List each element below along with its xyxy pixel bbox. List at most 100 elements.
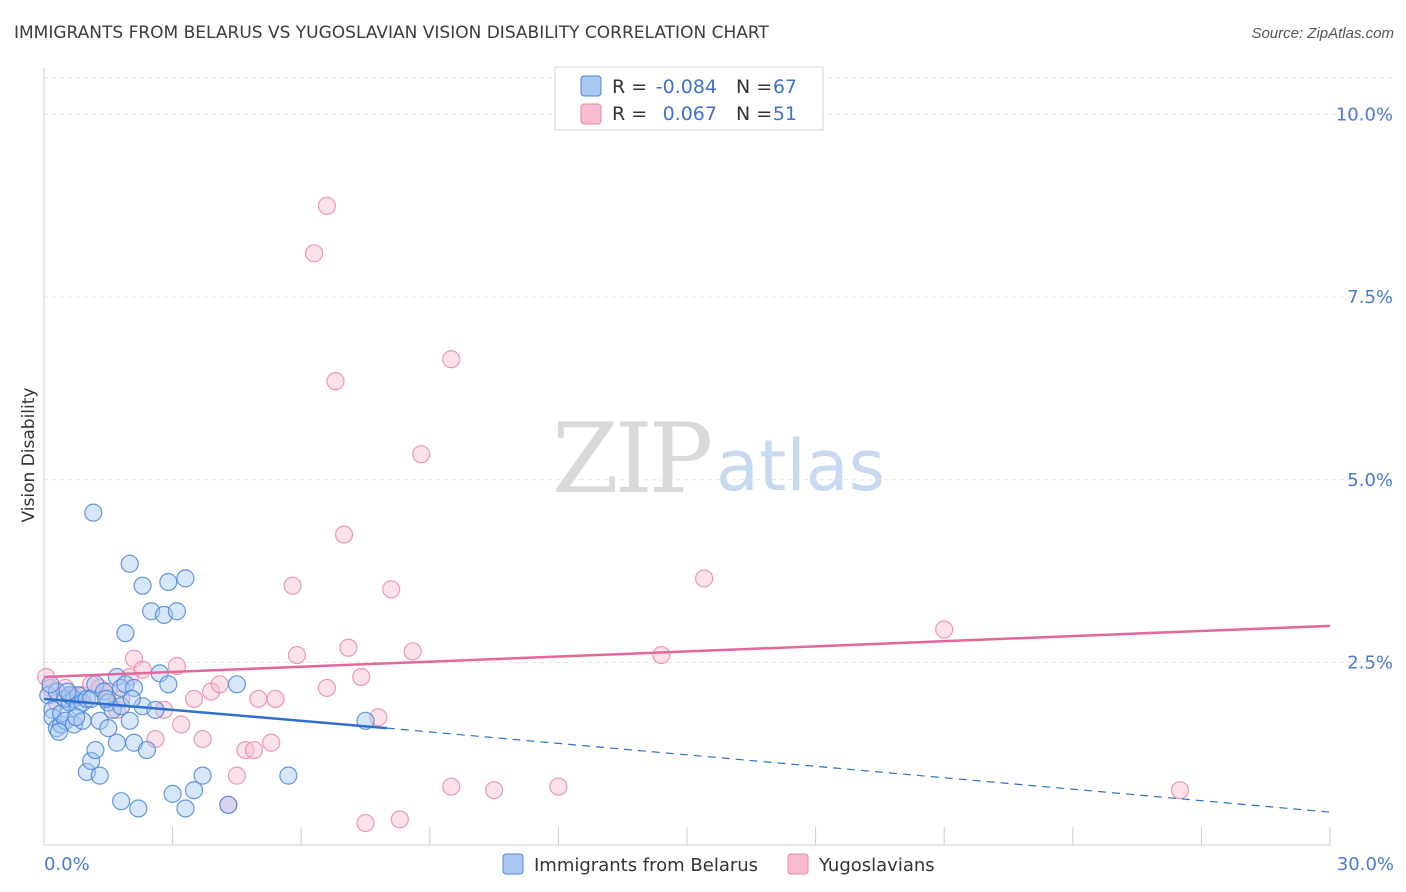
belarus-point-31 — [112, 792, 131, 811]
y-axis-label: Vision Disability — [19, 388, 39, 523]
yugoslavians-point-43 — [412, 445, 431, 464]
watermark-zip: ZIP — [552, 403, 711, 515]
yugoslavians-point-29 — [283, 576, 302, 595]
y-tick-label-3: 10.0% — [1336, 105, 1393, 126]
belarus-point-37 — [120, 711, 139, 730]
belarus-point-42 — [133, 576, 152, 595]
belarus-point-39 — [124, 678, 144, 698]
yugoslavians-point-36 — [339, 638, 358, 657]
belarus-point-58 — [279, 766, 298, 785]
belarus-point-56 — [219, 795, 238, 814]
belarus-point-43 — [137, 740, 156, 760]
yugoslavians-point-25 — [244, 740, 264, 760]
belarus-point-26 — [99, 719, 118, 738]
yugoslavians-point-40 — [382, 580, 401, 599]
yugoslavians-point-27 — [262, 733, 281, 752]
yugoslavians-point-35 — [334, 525, 354, 544]
legend-r-label-belarus: R = — [612, 76, 647, 98]
series-legend-swatch-belarus — [502, 853, 524, 875]
x-tick-label-min: 0.0% — [44, 854, 90, 875]
belarus-point-55 — [193, 766, 212, 785]
yugoslavians-point-18 — [184, 689, 204, 709]
yugoslavians-point-28 — [266, 689, 285, 709]
series-yugoslavians-points — [37, 196, 1190, 833]
belarus-trend-line — [43, 697, 388, 730]
legend-swatch-yugoslavians — [580, 103, 602, 125]
belarus-trend-extension — [386, 727, 1331, 813]
yugoslavians-point-16 — [167, 656, 186, 676]
belarus-point-53 — [176, 799, 195, 818]
yugoslavians-point-47 — [549, 777, 568, 796]
yugoslavians-trend-line — [43, 624, 1331, 679]
legend-r-value-belarus: -0.084 — [656, 76, 717, 98]
yugoslavians-point-26 — [249, 689, 268, 709]
chart-title: IMMIGRANTS FROM BELARUS VS YUGOSLAVIAN V… — [14, 23, 769, 43]
chart-source: Source: ZipAtlas.com — [1251, 25, 1394, 42]
belarus-point-57 — [227, 675, 246, 694]
watermark: ZIP atlas — [552, 403, 885, 515]
series-legend-label-yugoslavians: Yugoslavians — [818, 855, 935, 876]
belarus-point-50 — [163, 784, 182, 803]
legend-r-value-yugoslavians: 0.067 — [663, 103, 717, 125]
legend-n-value-yugoslavians: 51 — [773, 103, 797, 125]
yugoslavians-point-38 — [356, 813, 375, 833]
gridlines — [44, 77, 1392, 663]
yugoslavians-point-34 — [326, 372, 345, 391]
belarus-point-63 — [58, 682, 77, 701]
belarus-point-49 — [159, 675, 178, 694]
belarus-point-19 — [82, 751, 101, 771]
yugoslavians-point-13 — [133, 660, 152, 679]
belarus-point-36 — [120, 554, 139, 573]
belarus-point-60 — [84, 503, 103, 522]
legend-swatch-belarus — [580, 75, 602, 97]
belarus-point-21 — [86, 740, 105, 760]
legend-n-label-yugoslavians: N = — [736, 103, 772, 125]
y-tick-label-1: 5.0% — [1347, 470, 1393, 491]
belarus-point-51 — [167, 602, 186, 621]
belarus-point-54 — [184, 781, 204, 800]
yugoslavians-point-21 — [210, 675, 229, 694]
yugoslavians-point-32 — [317, 678, 337, 698]
yugoslavians-point-42 — [403, 642, 422, 661]
y-tick-labels: 2.5% 5.0% 7.5% 10.0% — [1336, 105, 1393, 674]
legend-r-label-yugoslavians: R = — [612, 103, 647, 125]
yugoslavians-point-45 — [442, 350, 461, 369]
yugoslavians-point-50 — [935, 620, 954, 639]
belarus-point-61 — [41, 675, 60, 694]
yugoslavians-point-41 — [390, 810, 409, 829]
series-legend-swatch-yugoslavians — [787, 853, 809, 875]
yugoslavians-point-44 — [442, 777, 461, 796]
y-tick-label-0: 2.5% — [1347, 652, 1393, 673]
yugoslavians-point-51 — [1170, 781, 1190, 800]
legend-n-value-belarus: 67 — [773, 76, 797, 98]
legend-n-label-belarus: N = — [736, 76, 772, 98]
series-legend-label-belarus: Immigrants from Belarus — [534, 855, 758, 876]
belarus-point-29 — [107, 733, 126, 752]
y-tick-label-2: 7.5% — [1347, 287, 1393, 308]
yugoslavians-point-30 — [287, 645, 307, 665]
trend-lines — [43, 624, 1331, 813]
yugoslavians-point-37 — [352, 667, 371, 687]
belarus-point-40 — [129, 799, 148, 818]
yugoslavians-point-31 — [304, 244, 324, 263]
yugoslavians-point-23 — [227, 766, 246, 785]
correlation-legend: R = -0.084 N = 67 R = 0.067 N = 51 — [554, 66, 824, 131]
belarus-point-48 — [159, 572, 178, 592]
belarus-point-25 — [94, 682, 114, 701]
series-belarus-points — [39, 503, 375, 818]
x-tick-label-max: 30.0% — [1337, 854, 1394, 875]
yugoslavians-point-49 — [695, 569, 714, 588]
belarus-point-62 — [49, 722, 69, 741]
watermark-atlas: atlas — [716, 425, 885, 507]
belarus-point-23 — [90, 766, 109, 785]
yugoslavians-point-46 — [485, 781, 504, 800]
yugoslavians-point-19 — [193, 729, 212, 749]
series-legend: Immigrants from Belarus Yugoslavians — [502, 853, 935, 876]
yugoslavians-point-48 — [652, 645, 671, 665]
belarus-point-52 — [176, 569, 195, 588]
yugoslavians-point-33 — [317, 196, 337, 215]
yugoslavians-point-17 — [172, 715, 191, 734]
belarus-point-64 — [67, 708, 86, 727]
belarus-point-35 — [116, 624, 135, 643]
